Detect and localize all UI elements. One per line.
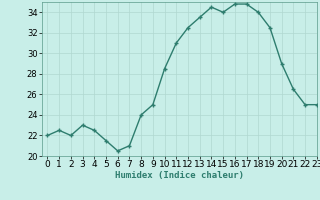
X-axis label: Humidex (Indice chaleur): Humidex (Indice chaleur) (115, 171, 244, 180)
